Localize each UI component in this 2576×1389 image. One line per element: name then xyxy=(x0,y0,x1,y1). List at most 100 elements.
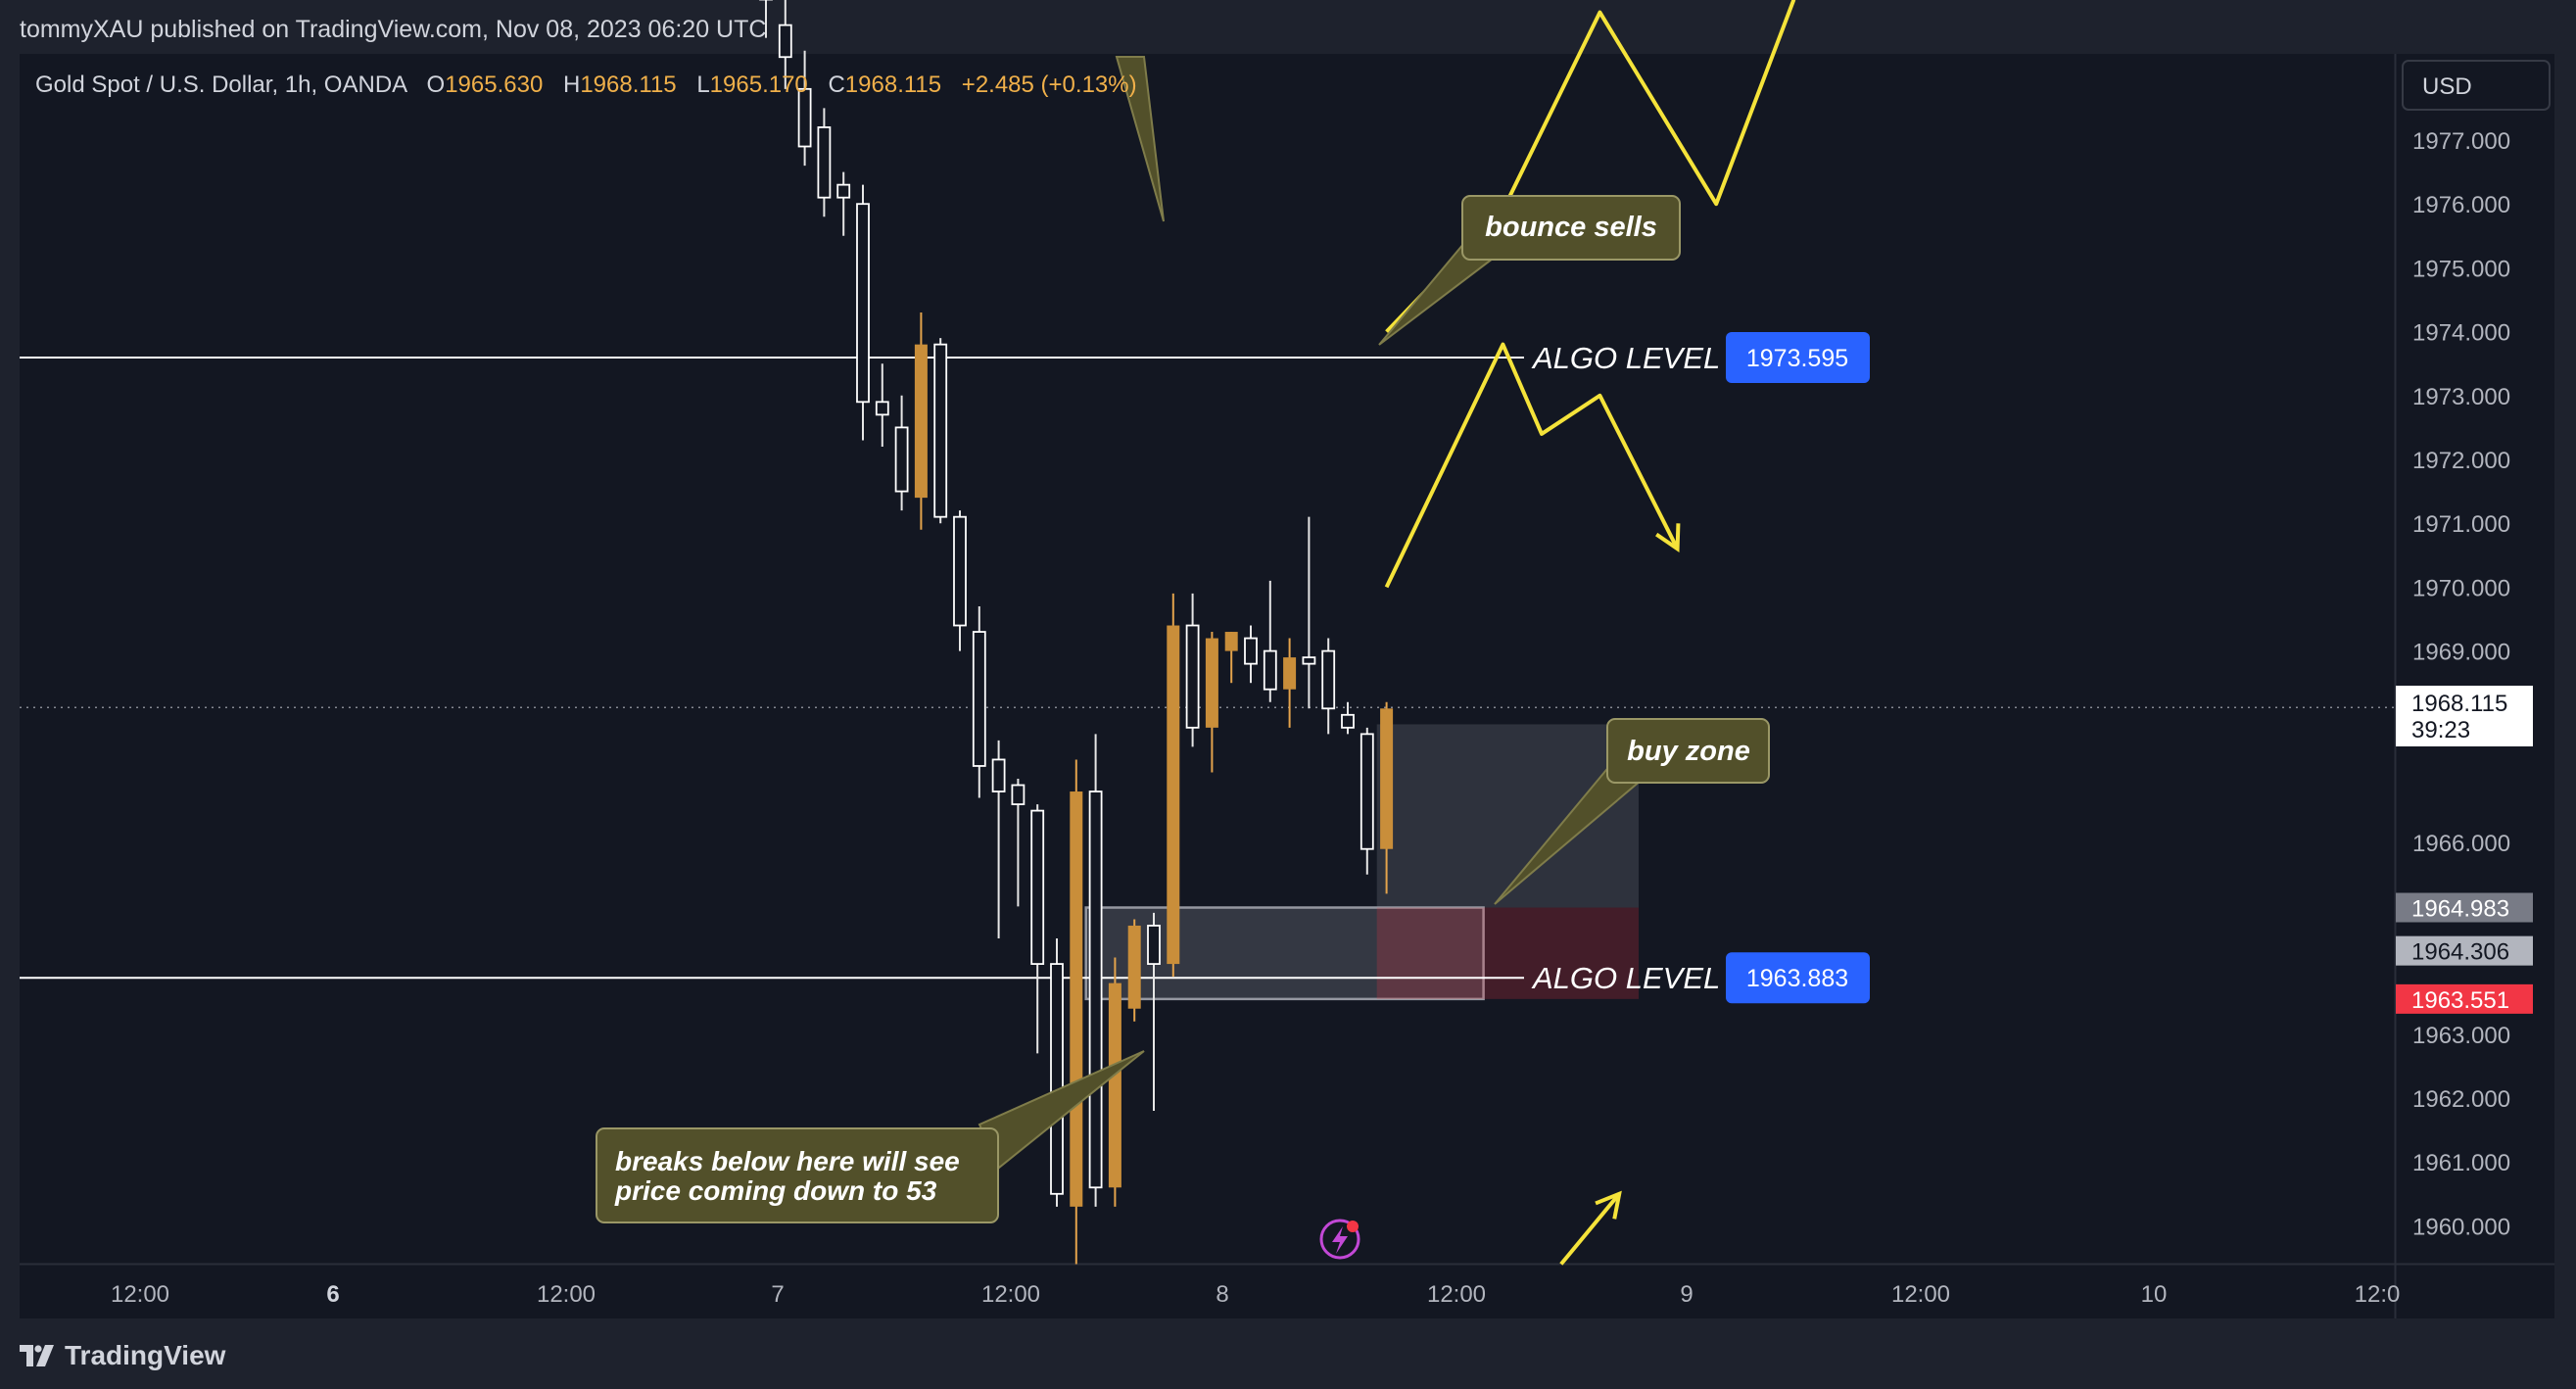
price-label-bg xyxy=(2396,935,2533,966)
price-tick: 1974.000 xyxy=(2412,320,2510,347)
time-tick: 12:00 xyxy=(537,1281,596,1308)
candle xyxy=(1263,580,1277,702)
callout-text-line1: breaks below here will see xyxy=(615,1146,960,1176)
algo-line-value: 1963.883 xyxy=(1746,965,1848,992)
candle-body xyxy=(1127,925,1141,1009)
candle xyxy=(1244,625,1258,684)
callout-text-line2: price coming down to 53 xyxy=(614,1175,937,1206)
time-axis-bg xyxy=(20,1265,2554,1318)
candle xyxy=(817,108,832,217)
time-tick: 12:0 xyxy=(2355,1281,2401,1308)
change-value: +2.485 (+0.13%) xyxy=(962,72,1137,98)
candle xyxy=(797,50,812,167)
projection-arrowhead xyxy=(1595,1190,1622,1220)
time-tick: 7 xyxy=(771,1281,784,1308)
callout-pointer-top xyxy=(1115,56,1165,222)
close-value: 1968.115 xyxy=(845,72,941,98)
candle-body xyxy=(1205,638,1218,728)
candle xyxy=(933,338,948,524)
open-value: 1965.630 xyxy=(445,72,543,98)
candle-countdown: 39:23 xyxy=(2411,717,2470,743)
candle xyxy=(894,395,909,511)
candle xyxy=(1185,593,1200,747)
candle-body xyxy=(875,401,889,416)
candle-body xyxy=(1341,713,1355,729)
publisher-text: tommyXAU published on TradingView.com, N… xyxy=(20,16,767,43)
candle-body xyxy=(1050,963,1064,1195)
time-tick: 6 xyxy=(326,1281,339,1308)
time-tick: 8 xyxy=(1216,1281,1228,1308)
candle xyxy=(1108,957,1121,1207)
candle-body xyxy=(1302,656,1316,665)
price-tick: 1961.000 xyxy=(2412,1150,2510,1176)
price-tick: 1963.000 xyxy=(2412,1023,2510,1049)
candle-body xyxy=(1167,625,1180,965)
candle xyxy=(1341,701,1355,735)
candle-body xyxy=(1283,657,1297,690)
callout-box xyxy=(1606,718,1770,784)
candle-body xyxy=(1147,925,1161,965)
candle-body xyxy=(1088,790,1103,1189)
candle xyxy=(875,363,889,447)
low-value: 1965.170 xyxy=(710,72,808,98)
price-tick: 1971.000 xyxy=(2412,511,2510,538)
candle-body xyxy=(991,758,1006,792)
projection-arrowhead xyxy=(1655,523,1681,553)
candle xyxy=(1088,734,1103,1207)
candle-body xyxy=(1185,624,1200,729)
candle-body xyxy=(1011,784,1026,805)
price-tick: 1975.000 xyxy=(2412,256,2510,282)
candle xyxy=(759,0,773,38)
candle-body xyxy=(797,87,812,148)
candle xyxy=(1283,638,1297,728)
candle xyxy=(836,171,851,236)
callout-buy-zone[interactable]: buy zone xyxy=(1494,718,1770,905)
price-axis-ticks[interactable]: 1977.000 1976.000 1975.000 1974.000 1973.000… xyxy=(2412,128,2510,1240)
candle xyxy=(972,605,986,798)
algo-line-value: 1973.595 xyxy=(1746,345,1848,372)
price-label-bg xyxy=(2396,892,2533,923)
candle-body xyxy=(1030,809,1045,965)
price-axis-bg xyxy=(2396,54,2554,1264)
zone-stop xyxy=(1376,907,1639,999)
currency-button[interactable]: USD xyxy=(2402,60,2551,111)
candle xyxy=(1011,779,1026,907)
candle xyxy=(1380,701,1394,894)
svg-text:Gold Spot / U.S. Dollar, 1h, O: Gold Spot / U.S. Dollar, 1h, OANDA O1965… xyxy=(35,72,1137,98)
candle-body xyxy=(1380,708,1394,849)
candle-body xyxy=(778,24,792,59)
time-tick: 12:00 xyxy=(981,1281,1040,1308)
lightning-icon[interactable] xyxy=(1319,1219,1360,1260)
candle xyxy=(1205,632,1218,773)
callout-bounce-sells[interactable]: bounce sells xyxy=(1378,195,1681,346)
price-chart[interactable]: ALGO LEVEL 1973.595 ALGO LEVEL 1963.883 bou… xyxy=(0,0,2576,1320)
tradingview-logo[interactable]: TradingView xyxy=(20,1340,225,1371)
candle-body xyxy=(1244,637,1258,665)
price-label: 1963.551 xyxy=(2411,987,2509,1014)
candle-body xyxy=(1321,649,1336,710)
price-tick: 1972.000 xyxy=(2412,448,2510,474)
candle xyxy=(953,510,967,651)
callout-text: bounce sells xyxy=(1485,212,1657,243)
candle-body xyxy=(1263,649,1277,691)
symbol-legend: Gold Spot / U.S. Dollar, 1h, OANDA O1965… xyxy=(35,72,1137,98)
candle xyxy=(1302,516,1316,709)
candle-body xyxy=(933,343,948,518)
algo-line-badge xyxy=(1726,952,1870,1004)
time-tick: 9 xyxy=(1680,1281,1693,1308)
algo-line-badge xyxy=(1726,332,1870,384)
algo-lines-layer: ALGO LEVEL 1973.595 ALGO LEVEL 1963.883 xyxy=(20,332,1870,1004)
price-tick: 1962.000 xyxy=(2412,1086,2510,1113)
price-tick: 1969.000 xyxy=(2412,640,2510,666)
candle xyxy=(856,184,870,441)
candle-body xyxy=(1108,982,1121,1188)
time-axis-ticks[interactable]: 12:00 6 12:00 7 12:00 8 12:00 9 12:00 10 12:0 xyxy=(111,1281,2400,1308)
candle xyxy=(1224,632,1238,684)
symbol-name: Gold Spot / U.S. Dollar, 1h, OANDA xyxy=(35,72,407,98)
price-tick: 1970.000 xyxy=(2412,575,2510,601)
time-tick: 12:00 xyxy=(1891,1281,1950,1308)
price-tick: 1960.000 xyxy=(2412,1214,2510,1240)
callout-breaks-below[interactable]: breaks below here will see price coming … xyxy=(596,1050,1145,1223)
current-price-text: 1968.115 xyxy=(2411,691,2507,717)
